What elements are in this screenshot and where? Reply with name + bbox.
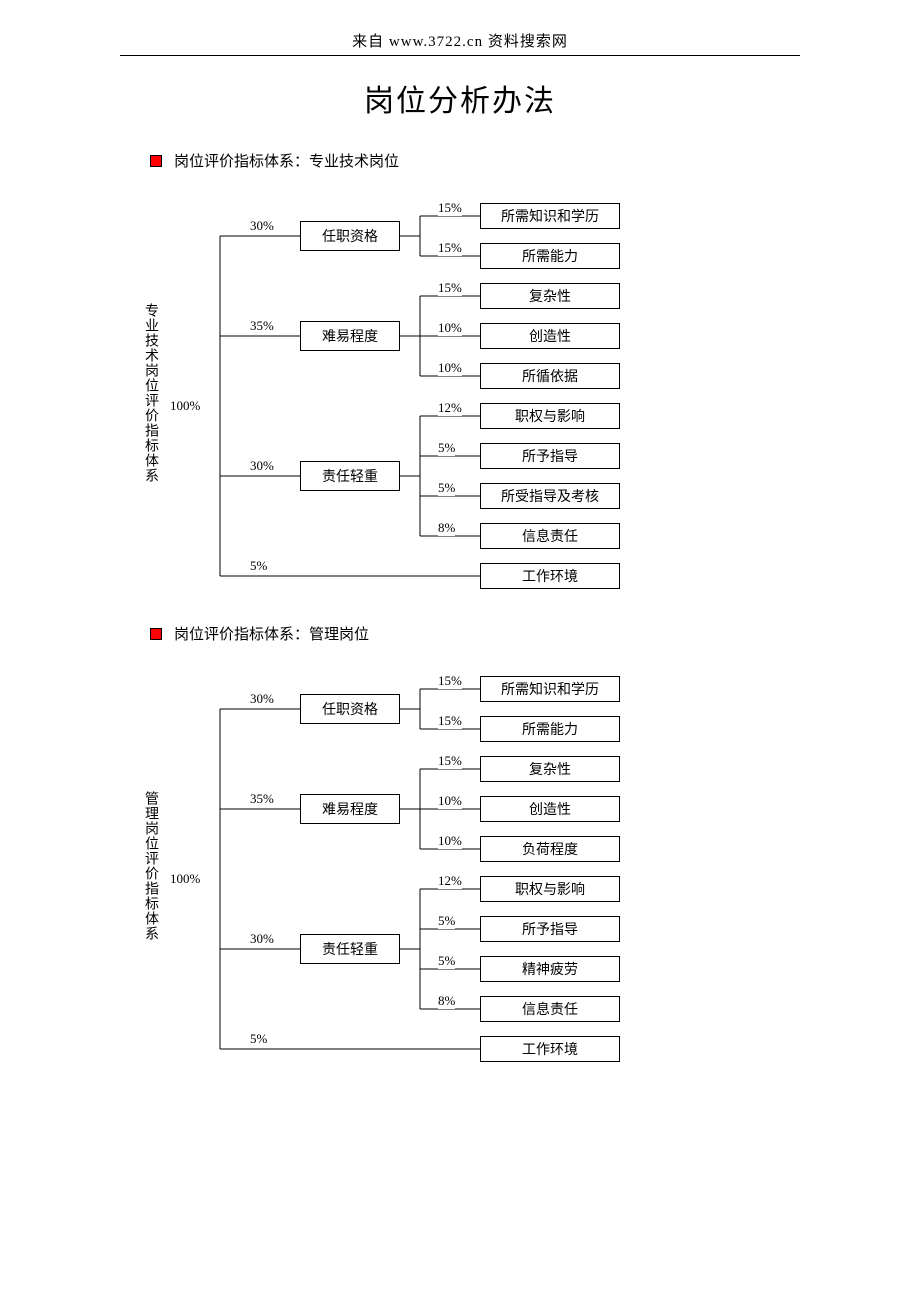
root-pct: 100% [170,398,200,414]
branch-node: 任职资格 [300,221,400,251]
leaf-node: 所循依据 [480,363,620,389]
leaf-node: 所受指导及考核 [480,483,620,509]
leaf-pct: 5% [438,480,455,496]
leaf-node: 负荷程度 [480,836,620,862]
leaf-pct: 5% [438,440,455,456]
leaf-pct: 10% [438,360,462,376]
branch-pct: 5% [250,1031,267,1047]
leaf-pct: 8% [438,520,455,536]
leaf-node: 所需知识和学历 [480,203,620,229]
leaf-pct: 15% [438,713,462,729]
leaf-node: 工作环境 [480,563,620,589]
leaf-pct: 15% [438,673,462,689]
leaf-pct: 15% [438,280,462,296]
root-label: 专业技术岗位评价指标体系 [140,303,160,483]
leaf-node: 创造性 [480,796,620,822]
section-heading: 岗位评价指标体系：专业技术岗位 [150,150,800,171]
leaf-node: 所需知识和学历 [480,676,620,702]
branch-node: 难易程度 [300,321,400,351]
branch-node: 任职资格 [300,694,400,724]
root-label: 管理岗位评价指标体系 [140,791,160,941]
page-title: 岗位分析办法 [120,76,800,120]
leaf-pct: 5% [438,913,455,929]
leaf-pct: 10% [438,793,462,809]
section-heading-text: 岗位评价指标体系：管理岗位 [174,623,369,644]
leaf-node: 精神疲劳 [480,956,620,982]
section-heading-text: 岗位评价指标体系：专业技术岗位 [174,150,399,171]
leaf-pct: 5% [438,953,455,969]
leaf-pct: 15% [438,753,462,769]
branch-pct: 30% [250,691,274,707]
header-source: 来自 www.3722.cn 资料搜索网 [120,30,800,56]
leaf-pct: 12% [438,873,462,889]
branch-pct: 35% [250,791,274,807]
leaf-node: 创造性 [480,323,620,349]
branch-pct: 30% [250,218,274,234]
leaf-node: 复杂性 [480,756,620,782]
bullet-icon [150,155,162,167]
leaf-pct: 12% [438,400,462,416]
leaf-node: 信息责任 [480,996,620,1022]
branch-pct: 5% [250,558,267,574]
tree: 管理岗位评价指标体系 所需知识和学历 15% 所需能力 15% 任职资格复杂性 15% 创造性… [140,656,800,1076]
leaf-node: 所需能力 [480,243,620,269]
leaf-node: 复杂性 [480,283,620,309]
leaf-node: 信息责任 [480,523,620,549]
branch-node: 责任轻重 [300,934,400,964]
branch-node: 难易程度 [300,794,400,824]
leaf-node: 工作环境 [480,1036,620,1062]
root-pct: 100% [170,871,200,887]
branch-pct: 30% [250,458,274,474]
page: 来自 www.3722.cn 资料搜索网 岗位分析办法 岗位评价指标体系：专业技… [0,0,920,1136]
leaf-pct: 10% [438,833,462,849]
leaf-pct: 15% [438,240,462,256]
leaf-pct: 10% [438,320,462,336]
branch-node: 责任轻重 [300,461,400,491]
branch-pct: 35% [250,318,274,334]
leaf-node: 职权与影响 [480,403,620,429]
leaf-pct: 8% [438,993,455,1009]
leaf-node: 所予指导 [480,916,620,942]
leaf-pct: 15% [438,200,462,216]
tree: 专业技术岗位评价指标体系 所需知识和学历 15% 所需能力 15% 任职资格复杂性 15% 创… [140,183,800,603]
leaf-node: 所需能力 [480,716,620,742]
leaf-node: 所予指导 [480,443,620,469]
leaf-node: 职权与影响 [480,876,620,902]
bullet-icon [150,628,162,640]
branch-pct: 30% [250,931,274,947]
section-heading: 岗位评价指标体系：管理岗位 [150,623,800,644]
